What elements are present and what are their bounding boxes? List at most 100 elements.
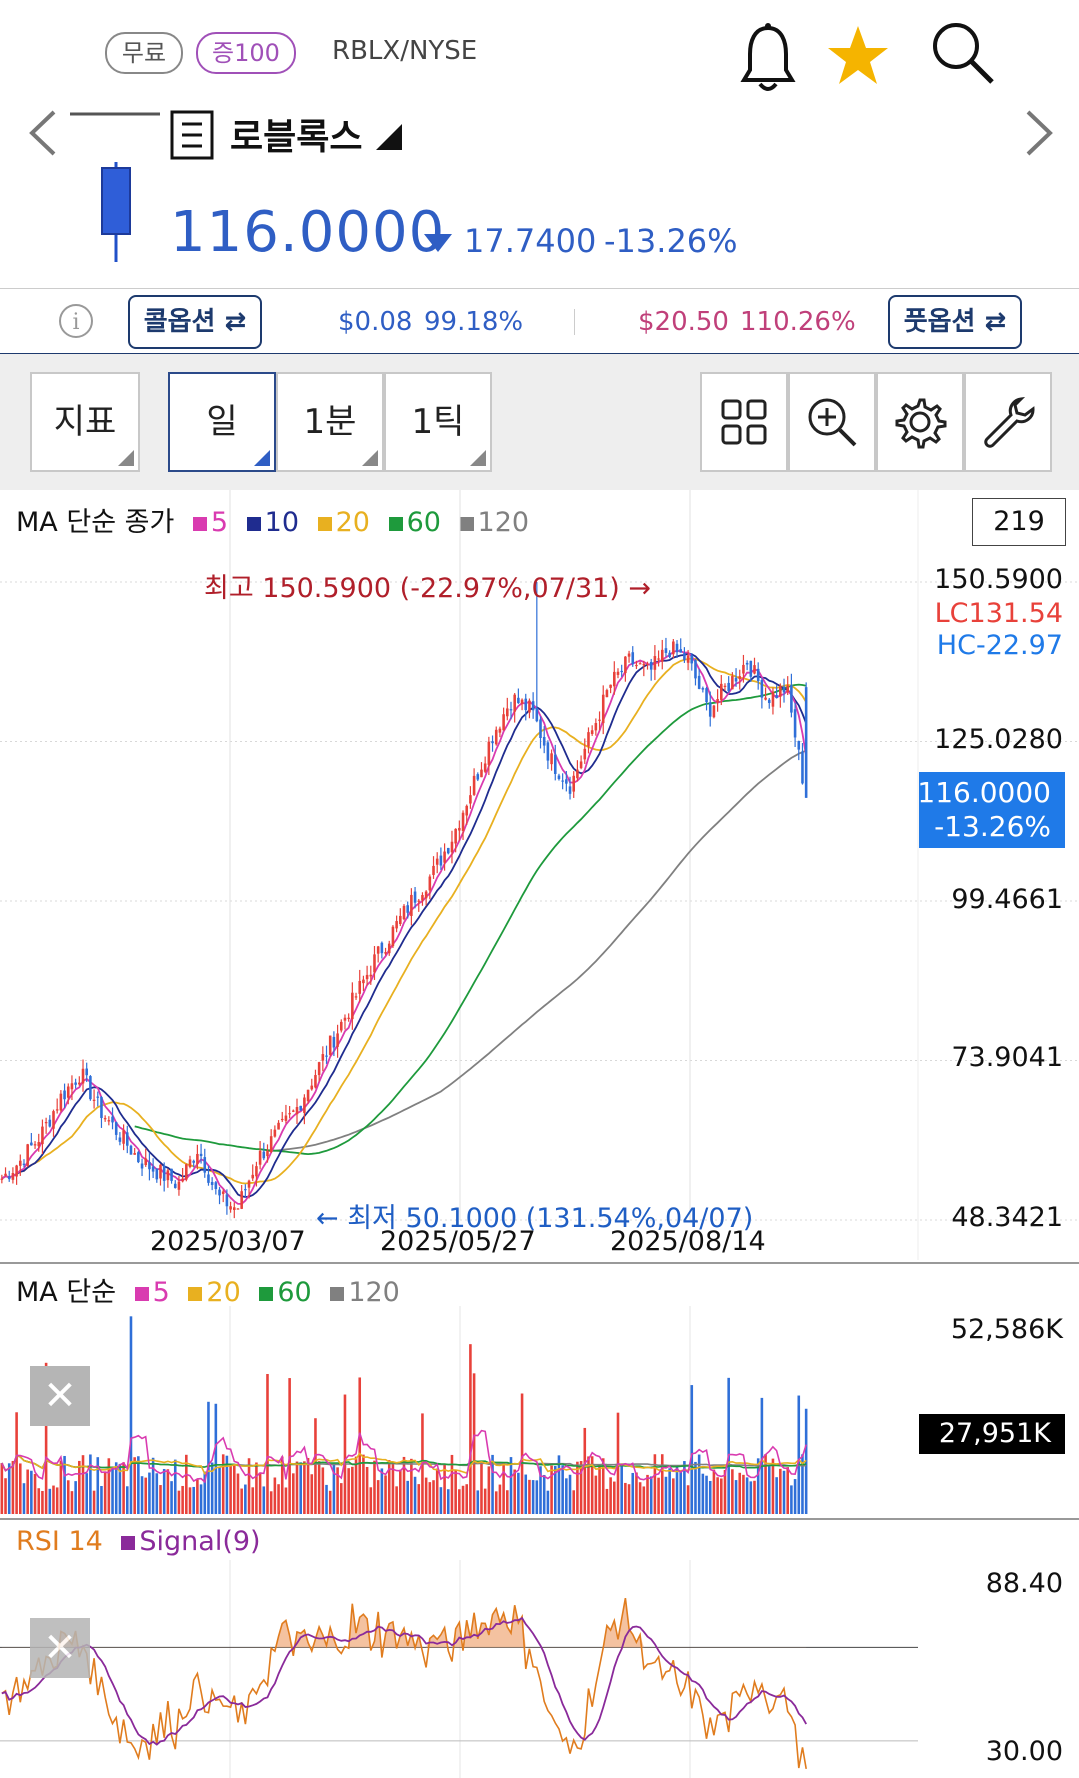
candle-body — [745, 662, 749, 665]
ma-period-label: 60 — [406, 507, 441, 538]
candle-body — [775, 695, 778, 698]
candle-body — [192, 1160, 195, 1163]
volume-bar — [472, 1373, 476, 1514]
candle-body — [41, 1126, 44, 1145]
list-menu-icon[interactable] — [170, 110, 214, 160]
volume-bar — [590, 1456, 594, 1514]
volume-bar — [255, 1462, 258, 1514]
settings-button[interactable] — [876, 372, 964, 472]
badge-free[interactable]: 무료 — [105, 32, 183, 74]
candle-count-box[interactable]: 219 — [972, 498, 1066, 546]
stock-name[interactable]: 로블록스 — [230, 117, 363, 158]
options-bar: i 콜옵션 ⇄ $0.08 99.18% $20.50 110.26% 풋옵션 … — [0, 288, 1079, 356]
candle-body — [380, 942, 384, 954]
volume-bar — [273, 1477, 277, 1514]
volume-bar — [664, 1476, 668, 1514]
indicator-button[interactable]: 지표 — [30, 372, 140, 472]
volume-bar — [236, 1473, 240, 1514]
volume-bar — [203, 1471, 207, 1514]
candle-body — [605, 690, 609, 698]
candle-body — [214, 1182, 218, 1189]
volume-bar — [4, 1478, 7, 1514]
volume-bar — [258, 1472, 262, 1514]
candle-body — [520, 699, 524, 704]
candle-body — [546, 742, 550, 761]
candle-body — [148, 1162, 151, 1170]
volume-bar — [328, 1490, 332, 1514]
volume-bar — [539, 1466, 542, 1514]
rsi-chart[interactable] — [0, 1560, 1079, 1778]
volume-bar — [790, 1485, 793, 1514]
candle-body — [107, 1120, 111, 1122]
volume-chart[interactable] — [0, 1306, 1079, 1520]
badge-margin[interactable]: 증100 — [196, 32, 296, 74]
price-chart[interactable] — [0, 490, 1079, 1260]
candle-body — [790, 684, 793, 713]
indicator-label: 지표 — [53, 402, 117, 442]
chevron-left-icon[interactable] — [26, 108, 60, 158]
bell-icon[interactable] — [740, 22, 796, 94]
candle-body — [362, 979, 365, 984]
candle-body — [417, 900, 421, 902]
candle-body — [590, 730, 594, 734]
volume-bar — [196, 1479, 199, 1514]
volume-bar — [723, 1469, 727, 1514]
candle-body — [657, 658, 660, 660]
candle-body — [708, 702, 712, 717]
candle-body — [797, 740, 801, 750]
volume-bar — [756, 1458, 760, 1514]
info-icon[interactable]: i — [58, 303, 94, 339]
volume-bar — [37, 1488, 41, 1514]
volume-bar — [107, 1458, 111, 1514]
refresh-icon: ⇄ — [975, 307, 1007, 337]
volume-bar — [627, 1484, 631, 1514]
candle-body — [55, 1109, 59, 1111]
volume-bar — [731, 1469, 734, 1514]
ma-period-label: 5 — [210, 507, 229, 538]
volume-bar — [52, 1485, 55, 1514]
candle-body — [498, 728, 502, 733]
wrench-icon — [984, 397, 1035, 448]
call-option-button[interactable]: 콜옵션 ⇄ — [128, 295, 262, 349]
volume-bar — [373, 1460, 376, 1514]
volume-bar — [299, 1462, 302, 1514]
volume-bar — [314, 1418, 317, 1514]
period-1min-button[interactable]: 1분 — [276, 372, 384, 472]
close-volume-panel-icon[interactable]: ✕ — [30, 1366, 90, 1426]
candle-body — [387, 943, 391, 954]
candle-body — [22, 1163, 26, 1165]
chevron-right-icon[interactable] — [1022, 108, 1056, 158]
candle-body — [114, 1122, 118, 1135]
volume-bar — [446, 1489, 450, 1514]
period-day-button[interactable]: 일 — [168, 372, 276, 472]
put-option-button[interactable]: 풋옵션 ⇄ — [888, 295, 1022, 349]
star-icon[interactable] — [826, 24, 890, 88]
candle-body — [292, 1110, 295, 1112]
tools-button[interactable] — [964, 372, 1052, 472]
volume-bar — [173, 1459, 177, 1514]
volume-bar — [587, 1456, 590, 1514]
current-price-tag: 116.0000 -13.26% — [917, 772, 1065, 848]
search-icon[interactable] — [930, 20, 996, 86]
dropdown-triangle-icon[interactable] — [376, 124, 404, 152]
period-1tick-button[interactable]: 1틱 — [384, 372, 492, 472]
candle-body — [679, 649, 683, 653]
hc-label: HC-22.97 — [936, 630, 1063, 661]
volume-bar — [78, 1460, 81, 1514]
close-rsi-panel-icon[interactable]: ✕ — [30, 1618, 90, 1678]
volume-bar — [579, 1461, 583, 1514]
candle-body — [638, 663, 642, 665]
volume-bar — [30, 1470, 33, 1514]
volume-bar — [432, 1480, 435, 1514]
zoom-button[interactable] — [788, 372, 876, 472]
layout-grid-button[interactable] — [700, 372, 788, 472]
volume-bar — [767, 1465, 771, 1514]
candle-body — [284, 1115, 288, 1121]
vol-ma-period-label: 60 — [277, 1277, 312, 1308]
volume-bar — [620, 1464, 623, 1514]
volume-bar — [92, 1490, 96, 1514]
candle-body — [100, 1097, 103, 1118]
volume-bar — [786, 1467, 789, 1514]
volume-bar — [354, 1456, 358, 1514]
candle-body — [572, 775, 576, 792]
